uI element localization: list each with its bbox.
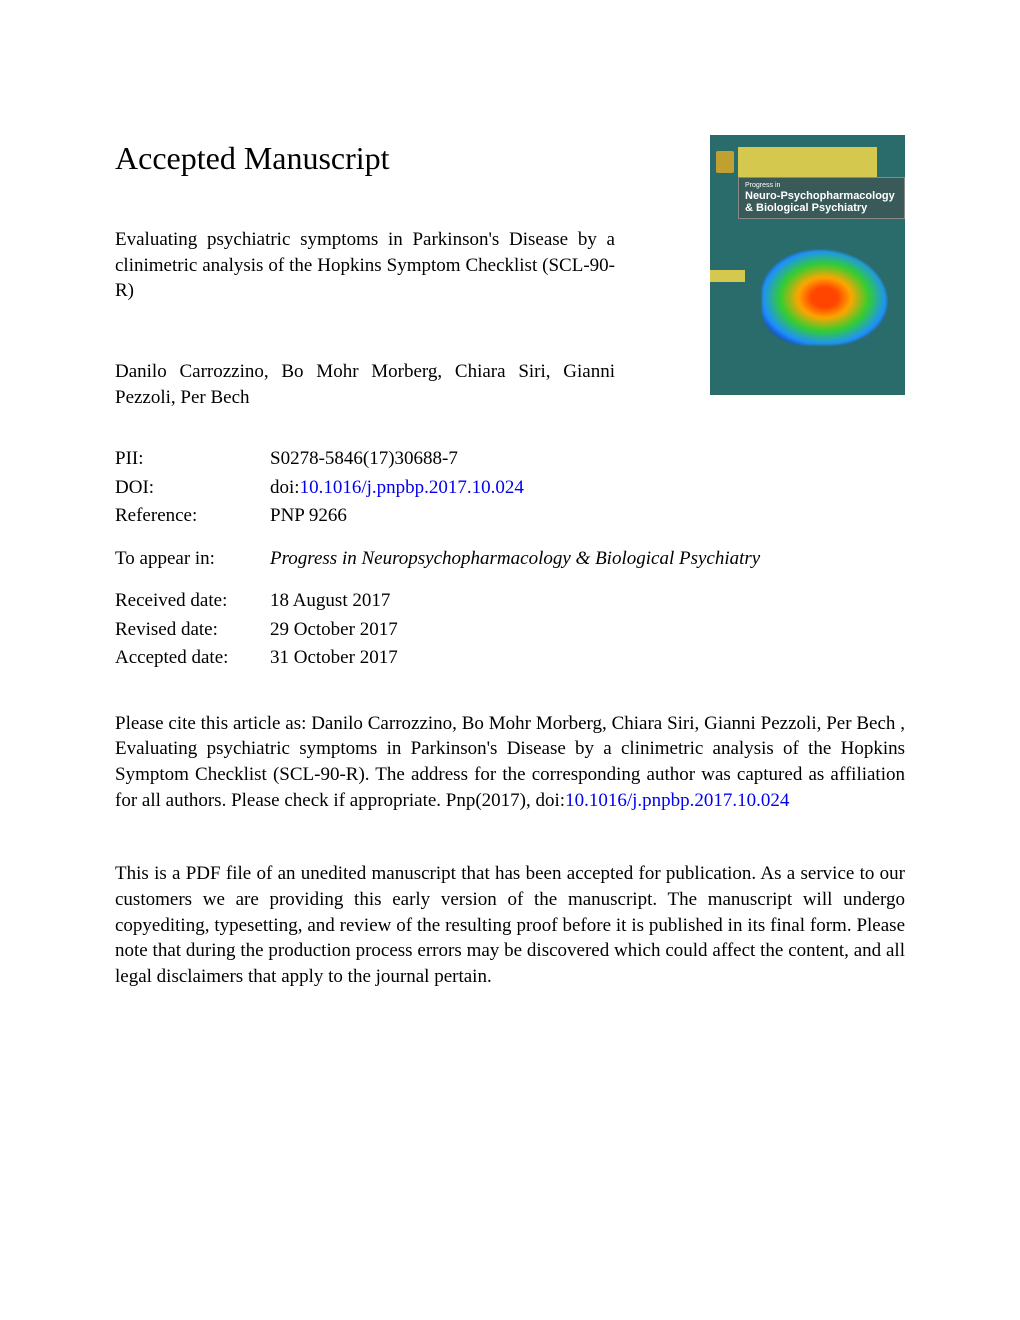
meta-value-received: 18 August 2017: [270, 587, 905, 616]
citation-doi-link[interactable]: 10.1016/j.pnpbp.2017.10.024: [565, 790, 789, 811]
cover-title-line3: & Biological Psychiatry: [745, 202, 898, 214]
meta-label-doi: DOI:: [115, 474, 270, 503]
meta-label-pii: PII:: [115, 445, 270, 474]
meta-row-pii: PII: S0278-5846(17)30688-7: [115, 445, 905, 474]
meta-value-accepted: 31 October 2017: [270, 644, 905, 673]
authors-list: Danilo Carrozzino, Bo Mohr Morberg, Chia…: [115, 359, 615, 410]
article-title: Evaluating psychiatric symptoms in Parki…: [115, 227, 615, 304]
meta-row-accepted: Accepted date: 31 October 2017: [115, 644, 905, 673]
doi-prefix: doi:: [270, 477, 300, 498]
metadata-table: PII: S0278-5846(17)30688-7 DOI: doi:10.1…: [115, 445, 905, 673]
cover-title-line1: Progress in: [745, 182, 898, 189]
cover-title-line2: Neuro-Psychopharmacology: [745, 190, 898, 202]
meta-value-revised: 29 October 2017: [270, 616, 905, 645]
meta-label-revised: Revised date:: [115, 616, 270, 645]
meta-value-toappear: Progress in Neuropsychopharmacology & Bi…: [270, 545, 905, 574]
meta-row-toappear: To appear in: Progress in Neuropsychopha…: [115, 545, 905, 574]
meta-row-revised: Revised date: 29 October 2017: [115, 616, 905, 645]
meta-label-accepted: Accepted date:: [115, 644, 270, 673]
cover-title-box: Progress in Neuro-Psychopharmacology & B…: [738, 177, 905, 219]
meta-row-doi: DOI: doi:10.1016/j.pnpbp.2017.10.024: [115, 474, 905, 503]
cover-accent-tab: [710, 270, 745, 282]
page-heading: Accepted Manuscript: [115, 140, 615, 177]
left-column: Accepted Manuscript Evaluating psychiatr…: [115, 140, 615, 410]
meta-label-toappear: To appear in:: [115, 545, 270, 574]
header-section: Accepted Manuscript Evaluating psychiatr…: [115, 140, 905, 410]
disclaimer-text: This is a PDF file of an unedited manusc…: [115, 861, 905, 989]
meta-value-reference: PNP 9266: [270, 502, 905, 531]
doi-link[interactable]: 10.1016/j.pnpbp.2017.10.024: [300, 477, 524, 498]
meta-value-pii: S0278-5846(17)30688-7: [270, 445, 905, 474]
meta-row-received: Received date: 18 August 2017: [115, 587, 905, 616]
meta-value-doi: doi:10.1016/j.pnpbp.2017.10.024: [270, 474, 905, 503]
meta-label-received: Received date:: [115, 587, 270, 616]
meta-label-reference: Reference:: [115, 502, 270, 531]
brain-scan-icon: [762, 250, 887, 345]
meta-row-reference: Reference: PNP 9266: [115, 502, 905, 531]
citation-text: Please cite this article as: Danilo Carr…: [115, 711, 905, 814]
cover-accent-band: [738, 147, 877, 177]
elsevier-logo-icon: [716, 151, 734, 173]
journal-cover-thumbnail: Progress in Neuro-Psychopharmacology & B…: [710, 135, 905, 395]
